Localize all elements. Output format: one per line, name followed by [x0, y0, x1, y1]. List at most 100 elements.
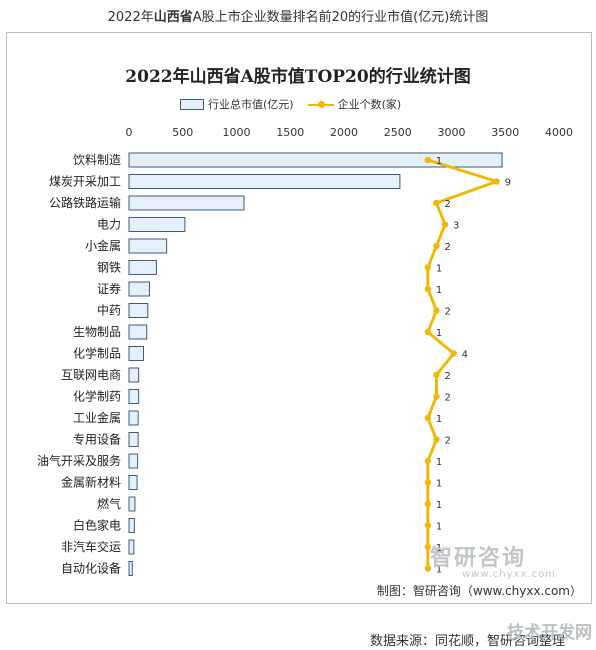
count-point-1: [493, 178, 500, 185]
y-tick-label-14: 油气开采及服务: [37, 453, 121, 468]
x-tick-label-0: 0: [126, 126, 133, 139]
count-label-10: 2: [444, 371, 450, 382]
bar-12: [128, 410, 139, 426]
count-point-17: [424, 522, 432, 529]
count-point-5: [424, 264, 432, 271]
count-point-8: [424, 328, 432, 336]
y-tick-label-18: 非汽车交运: [61, 539, 121, 554]
count-label-4: 2: [444, 242, 450, 253]
y-tick-label-15: 金属新材料: [61, 475, 121, 490]
bar-11: [128, 389, 140, 404]
bar-19: [128, 561, 133, 576]
count-label-13: 2: [444, 436, 450, 447]
y-tick-label-17: 白色家电: [73, 518, 121, 533]
count-label-18: 1: [436, 543, 442, 554]
y-tick-label-12: 工业金属: [73, 410, 121, 425]
count-point-9: [450, 350, 457, 357]
count-label-5: 1: [436, 264, 442, 275]
count-label-17: 1: [436, 522, 442, 533]
x-tick-label-7: 3500: [491, 126, 519, 139]
legend-item-bar: 行业总市值(亿元): [180, 96, 294, 112]
y-tick-label-13: 专用设备: [73, 432, 121, 447]
count-label-15: 1: [436, 479, 442, 490]
y-tick-label-7: 中药: [97, 303, 121, 318]
bar-3: [128, 217, 186, 232]
count-label-0: 1: [436, 156, 442, 167]
count-point-14: [424, 457, 432, 465]
count-point-2: [433, 199, 440, 207]
y-tick-label-3: 电力: [97, 218, 121, 232]
page-title: 2022年山西省A股上市企业数量排名前20的行业市值(亿元)统计图: [0, 6, 596, 25]
count-label-8: 1: [436, 328, 442, 339]
page-title-bold: 山西省: [153, 10, 193, 25]
count-point-15: [424, 479, 432, 486]
x-tick-label-4: 2000: [330, 126, 358, 139]
count-label-7: 2: [444, 307, 450, 318]
y-tick-label-8: 生物制品: [73, 325, 121, 339]
chart-frame: [6, 32, 592, 604]
bar-9: [128, 346, 145, 361]
x-tick-label-8: 4000: [545, 126, 573, 139]
count-label-9: 4: [462, 350, 468, 361]
x-tick-label-5: 2500: [384, 126, 412, 139]
x-tick-label-3: 1500: [276, 126, 304, 139]
y-tick-label-2: 公路铁路运输: [49, 195, 121, 210]
count-point-7: [433, 307, 440, 314]
legend-item-line: 企业个数(家): [307, 96, 402, 112]
y-tick-label-0: 饮料制造: [73, 153, 121, 167]
bar-1: [128, 174, 401, 189]
bar-0: [128, 152, 503, 168]
count-point-10: [433, 371, 440, 379]
y-tick-label-16: 燃气: [97, 496, 121, 511]
count-label-16: 1: [436, 500, 442, 511]
count-label-3: 3: [453, 221, 459, 232]
bar-4: [128, 238, 168, 254]
count-label-2: 2: [444, 199, 450, 210]
page-title-prefix: 2022年: [107, 10, 154, 25]
bar-2: [128, 195, 245, 211]
legend-line-swatch: [307, 100, 334, 109]
count-point-11: [433, 393, 440, 400]
y-tick-label-11: 化学制药: [73, 389, 121, 404]
legend-bar-swatch: [180, 98, 204, 110]
chart-credit: 制图：智研咨询（www.chyxx.com）: [376, 584, 582, 598]
corner-watermark: 技术开发网: [507, 623, 592, 643]
count-point-19: [424, 565, 432, 572]
y-tick-label-19: 自动化设备: [61, 562, 121, 576]
watermark-url: www.chyxx.com: [462, 569, 556, 580]
legend-line-label: 企业个数(家): [337, 98, 402, 111]
page-title-suffix: A股上市企业数量排名前20的行业市值(亿元)统计图: [192, 10, 489, 25]
count-label-11: 2: [444, 393, 450, 404]
count-point-16: [424, 500, 432, 508]
x-tick-label-1: 500: [172, 126, 193, 139]
count-point-12: [424, 414, 432, 422]
y-tick-label-9: 化学制品: [73, 346, 121, 361]
bar-15: [128, 475, 138, 490]
bar-18: [128, 539, 135, 555]
y-tick-label-5: 钢铁: [97, 261, 121, 275]
x-tick-label-2: 1000: [223, 126, 251, 139]
count-label-1: 9: [505, 178, 511, 189]
chart-title: 2022年山西省A股市值TOP20的行业统计图: [125, 67, 471, 87]
count-label-6: 1: [436, 285, 442, 296]
bar-7: [128, 303, 149, 318]
count-point-4: [433, 242, 440, 250]
count-point-0: [424, 156, 432, 164]
count-label-14: 1: [436, 457, 442, 468]
bar-10: [128, 367, 140, 383]
bar-17: [128, 518, 135, 533]
count-point-13: [433, 436, 440, 443]
bar-14: [128, 453, 139, 469]
watermark-logo: 智研咨询: [430, 546, 527, 571]
count-label-12: 1: [436, 414, 442, 425]
bar-6: [128, 281, 150, 297]
bar-5: [128, 260, 157, 275]
bar-13: [128, 432, 139, 447]
x-tick-label-6: 3000: [438, 126, 466, 139]
y-tick-label-10: 互联网电商: [61, 367, 121, 382]
data-source: 数据来源：同花顺，智研咨询整理: [370, 634, 566, 649]
legend-bar-label: 行业总市值(亿元): [208, 98, 294, 111]
y-tick-label-6: 证券: [97, 281, 121, 296]
y-tick-label-4: 小金属: [85, 238, 121, 253]
